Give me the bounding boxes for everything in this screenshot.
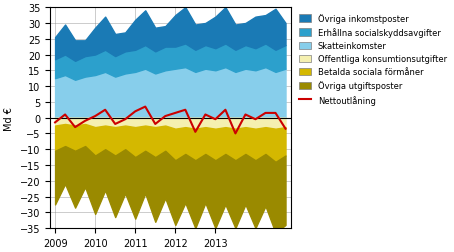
Y-axis label: Md €: Md € xyxy=(4,106,14,130)
Legend: Övriga inkomstposter, Erhållna socialskyddsavgifter, Skatteinkomster, Offentliga: Övriga inkomstposter, Erhållna socialsky… xyxy=(297,12,449,107)
